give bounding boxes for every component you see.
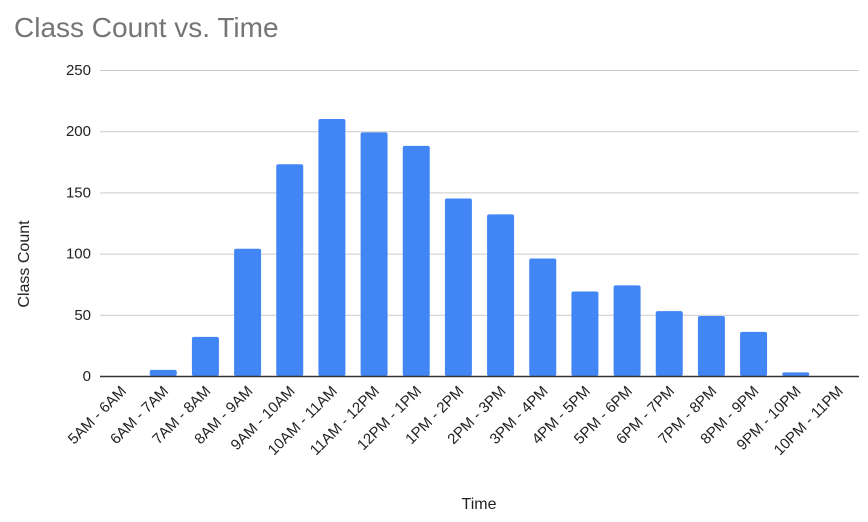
bar [360, 132, 388, 376]
bars [149, 118, 810, 377]
y-tick-label: 100 [66, 246, 91, 263]
bar [571, 291, 599, 376]
chart-title: Class Count vs. Time [14, 12, 279, 43]
bar [276, 164, 304, 376]
bar [149, 369, 177, 376]
bar [234, 248, 262, 376]
bar [444, 198, 472, 376]
bar [318, 118, 346, 377]
x-axis-label: Time [462, 496, 497, 513]
y-tick-label: 0 [83, 368, 91, 385]
bar [655, 311, 683, 376]
gridlines [100, 70, 859, 316]
bar [697, 316, 725, 376]
bar [782, 372, 810, 376]
y-axis-label: Class Count [16, 220, 33, 308]
y-tick-label: 150 [66, 184, 91, 201]
bar [402, 145, 430, 376]
bar [613, 285, 641, 376]
y-tick-label: 50 [74, 307, 91, 324]
y-axis-ticks: 0 50 100 150 200 250 [66, 62, 91, 385]
bar [529, 258, 557, 376]
y-tick-label: 250 [66, 62, 91, 79]
bar [487, 214, 515, 376]
y-tick-label: 200 [66, 123, 91, 140]
bar [740, 331, 768, 376]
bar [191, 336, 219, 376]
